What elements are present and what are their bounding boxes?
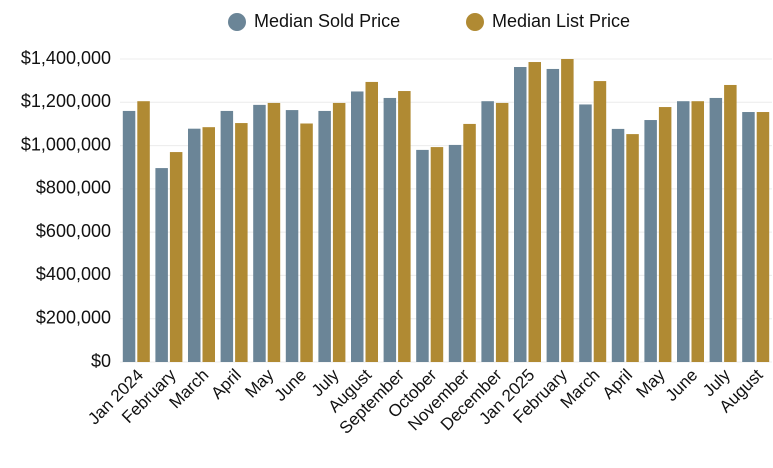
bar: [514, 67, 527, 362]
bar: [546, 68, 560, 362]
y-tick-label: $1,400,000: [21, 48, 111, 68]
bar: [300, 123, 313, 362]
y-tick-label: $400,000: [36, 264, 111, 284]
bar: [579, 104, 592, 362]
bar: [644, 120, 657, 362]
bar: [448, 144, 462, 362]
bar: [137, 101, 150, 362]
bar: [611, 128, 625, 362]
x-tick-label: May: [241, 365, 277, 401]
bar: [318, 110, 331, 362]
x-tick-label: June: [662, 365, 702, 405]
bar: [155, 168, 168, 362]
bar: [202, 127, 215, 362]
bar: [365, 81, 378, 362]
x-tick-label: June: [271, 365, 311, 405]
bar: [724, 84, 737, 362]
bar: [495, 102, 509, 362]
bar: [561, 59, 574, 362]
y-tick-label: $600,000: [36, 221, 111, 241]
bar: [169, 152, 183, 362]
y-tick-label: $800,000: [36, 178, 111, 198]
bar: [332, 102, 346, 362]
bar: [626, 134, 639, 362]
bar: [742, 112, 755, 363]
y-tick-label: $200,000: [36, 307, 111, 327]
legend-marker: [466, 13, 484, 31]
bar: [416, 149, 429, 362]
bar: [528, 62, 541, 362]
bar: [756, 112, 770, 363]
bar: [691, 101, 704, 362]
bar: [351, 91, 364, 362]
y-tick-label: $0: [91, 351, 111, 371]
legend-label: Median Sold Price: [254, 11, 400, 31]
legend-marker: [228, 13, 246, 31]
bar: [463, 123, 476, 362]
bar: [383, 97, 397, 362]
bar: [481, 101, 494, 362]
x-tick-label: May: [633, 365, 669, 401]
x-tick-label: April: [207, 365, 244, 402]
bar: [677, 101, 690, 362]
bar: [593, 81, 607, 362]
x-tick-label: April: [599, 365, 636, 402]
bar: [709, 97, 723, 362]
bar: [285, 110, 299, 362]
bar: [398, 91, 411, 362]
bar: [235, 123, 248, 362]
bar: [267, 102, 281, 362]
bar: [658, 107, 672, 362]
bar: [220, 110, 234, 362]
bar: [188, 128, 201, 362]
legend-label: Median List Price: [492, 11, 630, 31]
bar: [253, 104, 266, 362]
bar: [430, 147, 444, 362]
y-tick-label: $1,000,000: [21, 134, 111, 154]
bar: [122, 110, 136, 362]
y-tick-label: $1,200,000: [21, 91, 111, 111]
